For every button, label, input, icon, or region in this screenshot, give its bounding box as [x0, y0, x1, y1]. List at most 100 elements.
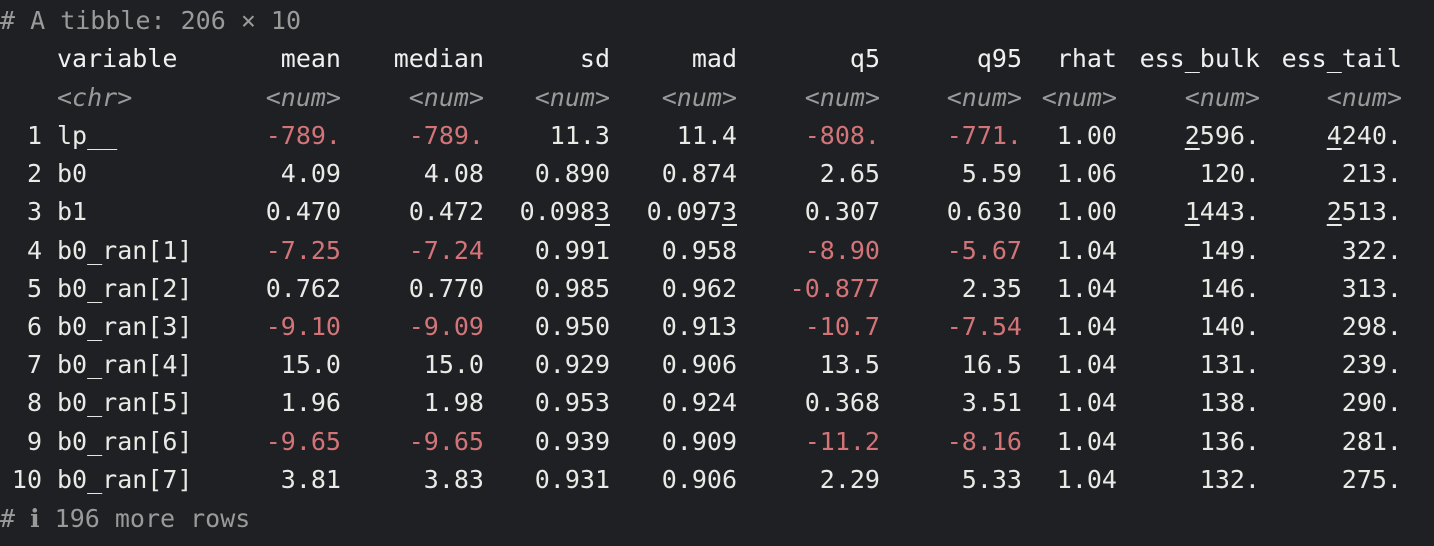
- cell-ess-tail: 4240.: [1326, 121, 1402, 150]
- cell-median: 0.770: [408, 273, 484, 303]
- table-row: 8 b0_ran[5] 1.96 1.98 0.953 0.924 0.368 3.51 1.0…: [0, 384, 1434, 422]
- column-type-rhat: <num>: [1041, 83, 1117, 112]
- column-header-sd: sd: [579, 44, 610, 73]
- cell-ess-bulk: 131.: [1199, 350, 1260, 380]
- cell-median: -789.: [408, 121, 484, 150]
- cell-mean: 0.470: [265, 197, 341, 227]
- cell-q5: 2.29: [819, 464, 880, 494]
- cell-median: 0.472: [408, 197, 484, 227]
- cell-variable: lp__: [57, 121, 118, 150]
- cell-rhat: 1.04: [1056, 426, 1117, 456]
- cell-ess-tail: 322.: [1341, 235, 1402, 265]
- cell-mad: 0.906: [661, 350, 737, 380]
- cell-mean: 1.96: [280, 388, 341, 418]
- row-number: 10: [11, 464, 42, 494]
- cell-mean: 4.09: [280, 159, 341, 189]
- cell-ess-tail: 213.: [1341, 159, 1402, 189]
- column-header-median: median: [393, 44, 484, 73]
- column-header-q95: q95: [976, 44, 1022, 73]
- column-type-q95: <num>: [946, 83, 1022, 112]
- cell-sd: 0.890: [534, 159, 610, 189]
- cell-variable: b0_ran[2]: [57, 273, 193, 303]
- cell-q95: 3.51: [961, 388, 1022, 418]
- cell-q95: 0.630: [946, 197, 1022, 227]
- cell-ess-bulk: 136.: [1199, 426, 1260, 456]
- cell-q95: 16.5: [961, 350, 1022, 380]
- cell-mean: 0.762: [265, 273, 341, 303]
- cell-median: 1.98: [423, 388, 484, 418]
- table-row: 9 b0_ran[6] -9.65 -9.65 0.939 0.909 -11.2 -8.16…: [0, 423, 1434, 461]
- row-number: 5: [26, 273, 42, 303]
- table-row: 7 b0_ran[4] 15.0 15.0 0.929 0.906 13.5 16.5 1.04…: [0, 346, 1434, 384]
- table-row: 1 lp__ -789. -789. 11.3 11.4 -808. -771. 1.00 259…: [0, 117, 1434, 155]
- cell-ess-tail: 275.: [1341, 464, 1402, 494]
- column-type-sd: <num>: [534, 83, 610, 112]
- tibble-header-comment: # A tibble: 206 × 10: [0, 6, 302, 35]
- column-header-q5: q5: [849, 44, 880, 73]
- cell-q5: -11.2: [804, 426, 880, 456]
- cell-ess-bulk: 120.: [1199, 159, 1260, 189]
- cell-median: 4.08: [423, 159, 484, 189]
- row-number: 6: [26, 312, 42, 341]
- cell-q95: 5.59: [961, 159, 1022, 189]
- row-number: 1: [26, 121, 42, 150]
- cell-q95: 2.35: [961, 273, 1022, 303]
- cell-mean: 15.0: [280, 350, 341, 380]
- cell-mad: 0.924: [661, 388, 737, 418]
- cell-rhat: 1.04: [1056, 312, 1117, 341]
- cell-rhat: 1.00: [1056, 197, 1117, 227]
- cell-ess-bulk: 146.: [1199, 273, 1260, 303]
- cell-rhat: 1.04: [1056, 464, 1117, 494]
- cell-median: -9.65: [408, 426, 484, 456]
- row-number: 9: [26, 426, 42, 456]
- cell-rhat: 1.04: [1056, 235, 1117, 265]
- cell-q95: 5.33: [961, 464, 1022, 494]
- column-header-variable: variable: [57, 44, 178, 73]
- cell-rhat: 1.04: [1056, 388, 1117, 418]
- cell-sd: 0.939: [534, 426, 610, 456]
- column-type-mad: <num>: [661, 83, 737, 112]
- cell-ess-bulk: 1443.: [1184, 197, 1260, 227]
- cell-ess-bulk: 132.: [1199, 464, 1260, 494]
- cell-ess-bulk: 138.: [1199, 388, 1260, 418]
- column-header-mad: mad: [691, 44, 737, 73]
- column-type-q5: <num>: [804, 83, 880, 112]
- column-type-variable: <chr>: [57, 83, 133, 112]
- table-row: 3 b1 0.470 0.472 0.0983 0.0973 0.307 0.630 1.00 1…: [0, 193, 1434, 231]
- cell-mad: 0.0973: [646, 197, 737, 227]
- cell-variable: b0: [57, 159, 88, 189]
- cell-variable: b1: [57, 197, 88, 227]
- table-row: 5 b0_ran[2] 0.762 0.770 0.985 0.962 -0.877 2.35…: [0, 270, 1434, 308]
- cell-mean: -7.25: [265, 235, 341, 265]
- column-header-row: variable mean median sd mad q5 q95 rhat …: [0, 40, 1434, 78]
- cell-q95: -8.16: [946, 426, 1022, 456]
- column-header-rhat: rhat: [1056, 44, 1117, 73]
- row-number: 8: [26, 388, 42, 418]
- cell-sd: 0.985: [534, 273, 610, 303]
- cell-rhat: 1.06: [1056, 159, 1117, 189]
- cell-median: -7.24: [408, 235, 484, 265]
- row-number: 2: [26, 159, 42, 189]
- cell-q5: -8.90: [804, 235, 880, 265]
- cell-variable: b0_ran[6]: [57, 426, 193, 456]
- cell-mad: 0.913: [661, 312, 737, 341]
- cell-mad: 0.909: [661, 426, 737, 456]
- row-number: 3: [26, 197, 42, 227]
- cell-sd: 0.950: [534, 312, 610, 341]
- cell-sd: 0.991: [534, 235, 610, 265]
- cell-q95: -5.67: [946, 235, 1022, 265]
- cell-variable: b0_ran[4]: [57, 350, 193, 380]
- cell-variable: b0_ran[3]: [57, 312, 193, 341]
- more-rows-comment: # ℹ 196 more rows: [0, 504, 251, 533]
- cell-q5: 13.5: [819, 350, 880, 380]
- cell-mad: 0.906: [661, 464, 737, 494]
- column-type-ess-tail: <num>: [1326, 83, 1402, 112]
- table-row: 2 b0 4.09 4.08 0.890 0.874 2.65 5.59 1.06 120. 213…: [0, 155, 1434, 193]
- cell-variable: b0_ran[5]: [57, 388, 193, 418]
- cell-q5: -10.7: [804, 312, 880, 341]
- cell-sd: 0.931: [534, 464, 610, 494]
- cell-mad: 0.962: [661, 273, 737, 303]
- cell-mean: -789.: [265, 121, 341, 150]
- cell-rhat: 1.00: [1056, 121, 1117, 150]
